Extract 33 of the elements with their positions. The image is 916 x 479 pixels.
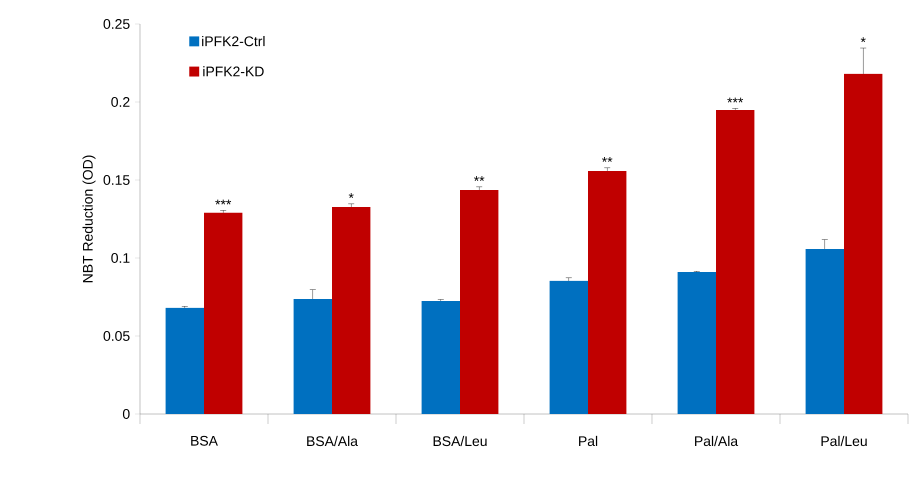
x-tick-label: Pal [579, 436, 598, 446]
bar [678, 272, 716, 414]
y-tick-label: 0.05 [104, 331, 130, 341]
annotation: *** [215, 200, 232, 205]
annotation: * [860, 37, 866, 42]
bar [550, 280, 588, 414]
bar [294, 299, 332, 414]
bar [588, 170, 626, 414]
annotation: ** [602, 157, 612, 162]
y-tick-label: 0.1 [111, 253, 130, 263]
bar [844, 74, 882, 414]
annotation: * [348, 193, 354, 198]
y-axis-title: NBT Reduction (OD) [82, 156, 96, 282]
bar [460, 190, 498, 414]
y-tick-label: 0.15 [104, 175, 130, 185]
y-tick-label: 0.25 [104, 19, 130, 29]
y-tick-label: 0 [122, 409, 130, 419]
bar [166, 308, 204, 414]
x-tick-label: Pal/Leu [821, 436, 867, 446]
x-tick-label: Pal/Ala [695, 436, 738, 446]
legend-label: iPFK2-KD [203, 66, 264, 76]
x-tick-label: BSA/Ala [307, 436, 358, 446]
bar [422, 301, 460, 414]
bar [204, 212, 242, 414]
x-tick-label: BSA/Leu [434, 436, 487, 446]
x-tick-label: BSA [191, 436, 218, 446]
bar [806, 248, 844, 414]
annotation: ** [474, 176, 484, 181]
legend-label: iPFK2-Ctrl [202, 36, 265, 46]
annotation: *** [727, 98, 744, 102]
bar [716, 110, 754, 414]
bar [332, 206, 370, 414]
y-tick-label: 0.2 [111, 97, 130, 107]
